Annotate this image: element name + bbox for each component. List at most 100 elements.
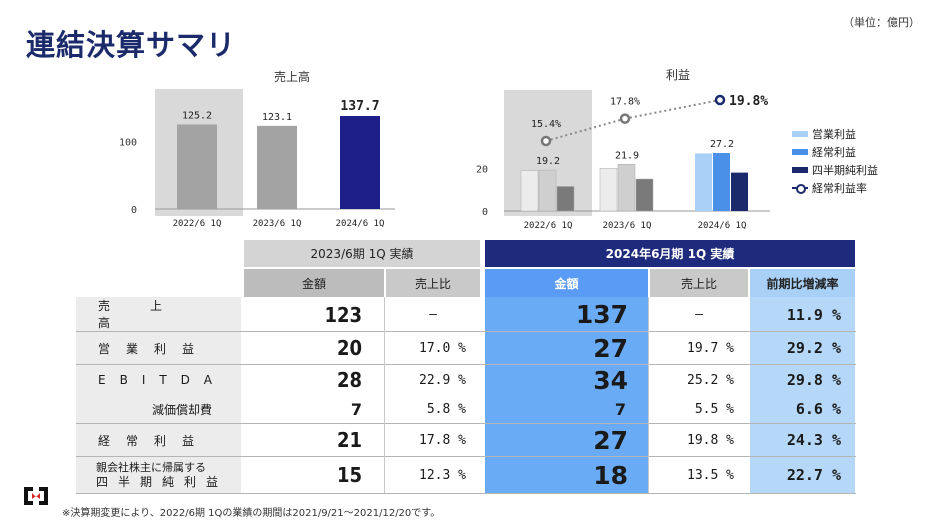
y-tick-label: 0 — [131, 205, 137, 216]
x-tick-label: 2023/6 1Q — [253, 219, 302, 229]
operating-income-amount-2023: 20 — [336, 336, 362, 360]
x-tick-label: 2022/6 1Q — [173, 219, 222, 229]
ebitda-amount-2023: 28 — [336, 368, 362, 392]
profit-bar — [635, 178, 654, 212]
x-tick-label: 2022/6 1Q — [524, 221, 573, 231]
rate-point — [714, 94, 726, 106]
legend-swatch — [792, 167, 808, 173]
rate-label: 17.8% — [610, 97, 640, 108]
sales-ratio-2024: ― — [695, 307, 703, 322]
depreciation-change: 6.6 % — [795, 400, 841, 418]
profit-bar — [713, 153, 730, 211]
profit-bar — [695, 153, 712, 211]
row-label-net-income: 親会社株主に帰属する 四半期純利益 — [76, 457, 241, 493]
legend-label: 四半期純利益 — [812, 164, 878, 177]
depreciation-amount-2023: 7 — [350, 399, 362, 419]
ebitda-ratio-2023: 22.9 % — [419, 372, 466, 388]
row-label-net-income-line1: 親会社株主に帰属する — [96, 461, 206, 474]
rate-label: 19.8% — [729, 94, 768, 109]
header-2023-group: 2023/6期 1Q 実績 — [244, 240, 480, 267]
header-2024-group: 2024年6月期 1Q 実績 — [485, 240, 855, 267]
profit-value-label: 21.9 — [615, 150, 639, 161]
operating-income-change: 29.2 % — [786, 339, 841, 357]
sales-bar — [177, 124, 217, 209]
sales-bar — [257, 125, 297, 209]
sales-chart-title: 売上高 — [274, 70, 311, 84]
y-tick-label: 20 — [476, 164, 488, 175]
y-tick-label: 100 — [119, 137, 137, 148]
net-income-amount-2024: 18 — [593, 460, 628, 490]
x-tick-label: 2023/6 1Q — [603, 221, 652, 231]
rate-line-segment — [545, 117, 626, 142]
sales-amount-2023: 123 — [324, 302, 362, 327]
rate-label: 15.4% — [531, 119, 561, 130]
ebitda-change: 29.8 % — [786, 371, 841, 389]
ebitda-ratio-2024: 25.2 % — [687, 372, 734, 388]
depreciation-ratio-2023: 5.8 % — [426, 401, 466, 417]
col-bg-change — [750, 297, 855, 493]
net-income-ratio-2024: 13.5 % — [687, 467, 734, 483]
legend-label: 営業利益 — [812, 128, 856, 141]
header-change: 前期比増減率 — [750, 269, 855, 297]
footnote: ※決算期変更により、2022/6期 1Qの業績の期間は2021/9/21～202… — [62, 508, 441, 519]
header-ratio-2024: 売上比 — [650, 269, 748, 297]
legend-label: 経常利益率 — [812, 182, 867, 195]
profit-value-label: 27.2 — [710, 139, 734, 150]
page-title: 連結決算サマリ — [26, 28, 237, 62]
rate-point — [540, 135, 552, 147]
legend-swatch — [792, 131, 808, 137]
ordinary-income-ratio-2023: 17.8 % — [419, 432, 466, 448]
header-ratio-2023: 売上比 — [386, 269, 480, 297]
col-bg-amount-2024 — [485, 297, 648, 493]
x-tick-label: 2024/6 1Q — [336, 219, 385, 229]
legend-item: 経常利益 — [792, 143, 878, 161]
depreciation-ratio-2024: 5.5 % — [694, 401, 734, 417]
profit-chart: 0 20 19.2 2022/6 1Q 21.9 2023/6 1Q 27.2 2024/6 … — [476, 90, 770, 231]
legend-swatch — [792, 149, 808, 155]
net-income-ratio-2023: 12.3 % — [419, 467, 466, 483]
row-label-sales: 売上高 — [76, 298, 241, 330]
ordinary-income-change: 24.3 % — [786, 431, 841, 449]
x-tick-label: 2024/6 1Q — [698, 221, 747, 231]
company-logo-icon — [24, 487, 48, 505]
row-label-depreciation: 減価償却費 — [76, 395, 241, 423]
sales-ratio-2023: ― — [429, 307, 437, 322]
header-amount-2023: 金額 — [244, 269, 384, 297]
row-label-ordinary-income: 経常利益 — [76, 424, 241, 456]
legend-item: 四半期純利益 — [792, 161, 878, 179]
sales-chart: 0 100 125.2 2022/6 1Q 123.1 2023/6 1Q 137.7 202… — [119, 89, 395, 229]
ordinary-income-amount-2023: 21 — [336, 428, 362, 452]
legend-line-marker — [792, 183, 808, 194]
depreciation-amount-2024: 7 — [614, 399, 626, 419]
ordinary-income-amount-2024: 27 — [593, 425, 628, 455]
ordinary-income-ratio-2024: 19.8 % — [687, 432, 734, 448]
profit-bar — [731, 172, 748, 211]
profit-bar — [520, 170, 539, 212]
net-income-change: 22.7 % — [786, 466, 841, 484]
row-label-operating-income: 営業利益 — [76, 332, 241, 364]
rate-line-segment — [624, 99, 721, 120]
operating-income-ratio-2023: 17.0 % — [419, 340, 466, 356]
rate-point — [619, 113, 631, 124]
legend-item: 営業利益 — [792, 125, 878, 143]
sales-value-label: 123.1 — [262, 112, 292, 123]
legend-item: 経常利益率 — [792, 179, 878, 197]
profit-value-label: 19.2 — [536, 156, 560, 167]
profit-bar — [599, 168, 618, 212]
row-label-net-income-line2: 四半期純利益 — [96, 475, 229, 489]
profit-legend: 営業利益 経常利益 四半期純利益 経常利益率 — [792, 125, 878, 197]
profit-chart-title: 利益 — [666, 68, 691, 82]
ebitda-amount-2024: 34 — [593, 365, 628, 395]
y-tick-label: 0 — [482, 207, 488, 218]
sales-value-label: 137.7 — [340, 99, 379, 114]
profit-bar — [617, 164, 636, 212]
unit-label: （単位：億円） — [843, 16, 920, 29]
net-income-amount-2023: 15 — [336, 463, 362, 487]
sales-change: 11.9 % — [786, 305, 841, 324]
sales-bar — [340, 116, 380, 209]
profit-bar — [556, 186, 575, 212]
legend-label: 経常利益 — [812, 146, 856, 159]
operating-income-ratio-2024: 19.7 % — [687, 340, 734, 356]
row-label-ebitda: EBITDA — [76, 365, 241, 395]
sales-amount-2024: 137 — [575, 300, 628, 329]
